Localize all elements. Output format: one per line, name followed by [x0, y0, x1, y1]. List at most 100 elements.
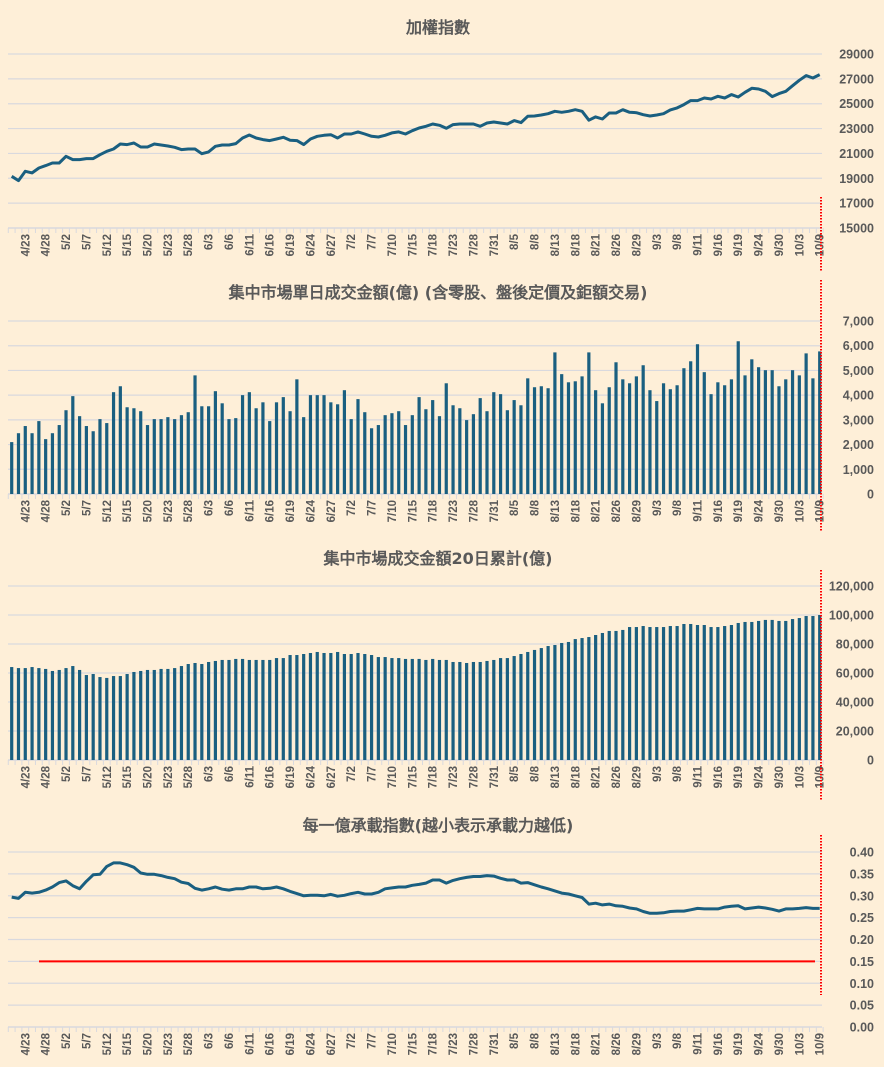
bar [44, 439, 48, 494]
x-tick-label: 5/20 [143, 1033, 155, 1055]
bar [661, 383, 666, 494]
bar [532, 387, 537, 494]
x-tick-label: 9/24 [754, 765, 766, 788]
bar [784, 620, 788, 760]
bar [811, 616, 815, 760]
bar [200, 664, 204, 760]
bar [220, 659, 224, 760]
bar [709, 627, 713, 760]
x-tick-label: 4/23 [20, 234, 32, 256]
bar [682, 368, 686, 494]
bar [376, 657, 380, 760]
x-tick-label: 9/24 [754, 233, 766, 256]
bar [356, 399, 360, 494]
x-tick-label: 8/29 [631, 1033, 643, 1055]
bar [627, 383, 632, 494]
x-tick-label: 7/15 [407, 1032, 419, 1055]
chart-title: 每一億承載指數(越小表示承載力越低) [303, 816, 574, 835]
bar [44, 668, 48, 760]
x-tick-label: 4/28 [41, 233, 53, 256]
x-tick-label: 9/30 [774, 766, 786, 788]
x-tick-label: 5/7 [81, 500, 93, 516]
bar [594, 390, 598, 494]
x-tick-label: 5/12 [102, 766, 114, 788]
bar [295, 379, 299, 494]
bar [410, 415, 414, 494]
bar [539, 386, 543, 494]
bar [159, 419, 163, 494]
x-tick-label: 5/20 [143, 500, 155, 522]
bar [139, 411, 143, 494]
bar [342, 390, 347, 494]
y-tick-label: 0.10 [850, 977, 874, 991]
x-tick-label: 7/10 [387, 766, 399, 788]
bar [410, 658, 414, 760]
x-tick-label: 5/15 [122, 1032, 134, 1055]
x-tick-label: 8/8 [530, 765, 542, 782]
bar [111, 392, 116, 494]
bar [227, 659, 231, 760]
y-tick-label: 7,000 [843, 315, 874, 329]
bar [621, 379, 625, 494]
bar [614, 362, 618, 494]
bar [369, 655, 374, 760]
bar [655, 627, 659, 760]
bar [546, 646, 550, 760]
bar [634, 376, 638, 494]
bar [322, 395, 326, 494]
x-tick-label: 7/31 [489, 765, 501, 788]
bar [64, 668, 68, 760]
bar [763, 370, 767, 494]
y-tick-label: 20,000 [836, 725, 874, 739]
x-tick-label: 8/5 [509, 499, 521, 516]
x-tick-label: 6/6 [224, 766, 236, 782]
x-tick-label: 9/16 [713, 766, 725, 788]
bar [790, 619, 795, 760]
bar [37, 668, 41, 760]
x-tick-label: 6/27 [326, 500, 338, 522]
bar [471, 414, 476, 494]
y-tick-label: 23000 [839, 122, 874, 136]
bar [315, 395, 319, 494]
bar [695, 344, 700, 494]
bar [600, 403, 605, 494]
bar [98, 677, 102, 760]
bar [383, 657, 387, 760]
y-tick-label: 60,000 [836, 667, 874, 681]
x-tick-label: 7/7 [367, 234, 379, 250]
x-tick-label: 5/12 [102, 500, 114, 522]
x-tick-label: 9/11 [692, 233, 704, 255]
x-tick-label: 8/21 [591, 233, 603, 256]
bar [458, 408, 462, 494]
bar [247, 659, 251, 760]
bar [207, 661, 211, 760]
x-tick-label: 7/23 [448, 1033, 460, 1055]
x-tick-label: 7/15 [407, 765, 419, 788]
bar [492, 392, 496, 494]
bar [295, 655, 299, 760]
x-tick-label: 7/7 [367, 500, 379, 516]
bar [207, 406, 211, 494]
bar [526, 378, 530, 494]
bar [234, 658, 238, 760]
bar [16, 668, 21, 760]
x-tick-label: 7/2 [346, 1033, 358, 1049]
bar [702, 372, 706, 494]
bar [322, 652, 326, 760]
bar [723, 385, 727, 494]
x-tick-label: 5/2 [61, 1033, 73, 1049]
bar [505, 658, 509, 760]
x-tick-label: 10/3 [794, 1033, 806, 1055]
x-tick-label: 8/13 [550, 234, 562, 256]
bar [308, 395, 313, 494]
bar [627, 627, 632, 760]
bar [274, 402, 279, 494]
x-tick-label: 9/24 [754, 499, 766, 522]
x-tick-label: 8/5 [509, 1032, 521, 1049]
bar [498, 394, 503, 494]
bar [614, 630, 618, 760]
bar [478, 398, 482, 494]
bar [648, 627, 652, 760]
x-tick-label: 9/16 [713, 1033, 725, 1055]
x-tick-label: 7/18 [428, 499, 440, 522]
